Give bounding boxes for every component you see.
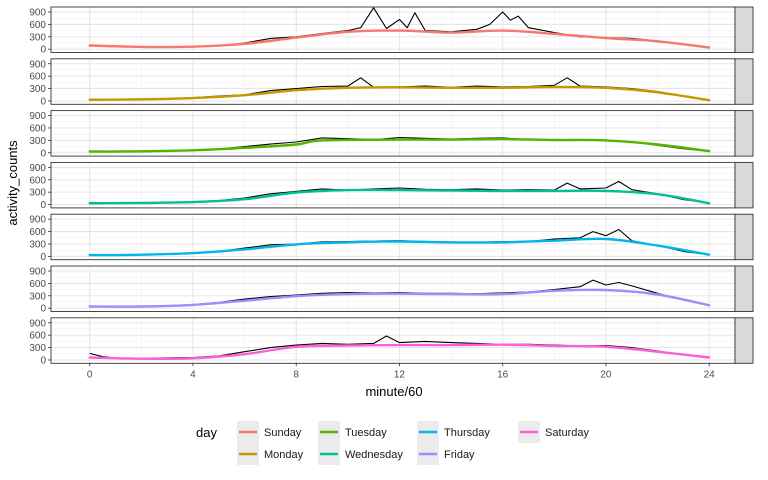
facet-strip (734, 6, 754, 53)
facet-panel-saturday: 0300600900Saturday (29, 317, 754, 366)
panel-background (51, 214, 735, 260)
y-tick-label: 900 (29, 111, 46, 122)
y-tick-label: 300 (29, 32, 46, 43)
panel-background (51, 162, 735, 208)
smooth-line-thursday (88, 237, 711, 257)
smooth-line-wednesday (88, 188, 711, 205)
facet-strip (734, 265, 754, 312)
facet-strip (734, 317, 754, 364)
facet-strip (734, 58, 754, 105)
facet-panel-monday: 0300600900Monday (29, 58, 754, 107)
facet-panel-thursday: 0300600900Thursday (29, 213, 754, 263)
legend-item-wednesday: Wednesday (318, 443, 403, 465)
legend-item-friday: Friday (417, 443, 475, 465)
y-tick-label: 300 (29, 136, 46, 147)
y-tick-label: 0 (40, 252, 46, 263)
legend-label: Saturday (545, 427, 590, 439)
y-tick-label: 600 (29, 123, 46, 134)
y-tick-label: 0 (40, 96, 46, 107)
legend-item-saturday: Saturday (518, 421, 590, 443)
legend-item-sunday: Sunday (237, 421, 302, 443)
legend-label: Wednesday (345, 449, 403, 461)
y-tick-label: 300 (29, 188, 46, 199)
smooth-line-tuesday (88, 137, 711, 153)
legend-title: day (196, 425, 217, 440)
legend-label: Friday (444, 449, 475, 461)
x-tick-label: 0 (87, 369, 93, 380)
panel-background (51, 58, 735, 105)
y-tick-label: 300 (29, 343, 46, 354)
x-tick-label: 12 (394, 369, 406, 380)
y-tick-label: 600 (29, 72, 46, 83)
y-tick-label: 600 (29, 20, 46, 31)
facet-panels: 0300600900Sunday0300600900Monday03006009… (29, 6, 754, 366)
smooth-line-sunday (88, 29, 711, 49)
facet-panel-friday: 0300600900Friday (29, 265, 754, 315)
legend-item-monday: Monday (237, 443, 304, 465)
y-tick-label: 900 (29, 59, 46, 70)
x-tick-label: 24 (704, 369, 716, 380)
y-tick-label: 600 (29, 331, 46, 342)
y-tick-label: 0 (40, 355, 46, 366)
facet-panel-wednesday: 0300600900Wednesday (29, 161, 754, 211)
y-tick-label: 300 (29, 84, 46, 95)
panel-background (51, 266, 735, 312)
legend-label: Sunday (264, 427, 302, 439)
facet-panel-sunday: 0300600900Sunday (29, 6, 754, 56)
x-tick-label: 20 (600, 369, 612, 380)
y-tick-label: 300 (29, 291, 46, 302)
smooth-line-friday (88, 288, 711, 308)
y-tick-label: 900 (29, 7, 46, 18)
panel-background (51, 317, 735, 364)
y-tick-label: 900 (29, 266, 46, 277)
y-tick-label: 900 (29, 163, 46, 174)
y-tick-label: 600 (29, 227, 46, 238)
facet-strip (734, 161, 754, 209)
facet-strip (734, 110, 754, 157)
y-axis-label: activity_counts (5, 140, 20, 226)
y-tick-label: 900 (29, 215, 46, 226)
x-tick-label: 8 (293, 369, 299, 380)
legend-item-thursday: Thursday (417, 421, 490, 443)
x-axis-label: minute/60 (365, 384, 422, 399)
y-tick-label: 0 (40, 148, 46, 159)
x-tick-label: 16 (497, 369, 509, 380)
smooth-line-saturday (88, 343, 711, 361)
facet-strip (734, 213, 754, 261)
y-tick-label: 600 (29, 279, 46, 290)
y-tick-label: 600 (29, 175, 46, 186)
y-tick-label: 300 (29, 239, 46, 250)
legend-label: Monday (264, 449, 304, 461)
y-tick-label: 0 (40, 200, 46, 211)
panel-background (51, 110, 735, 157)
legend-item-tuesday: Tuesday (318, 421, 387, 443)
legend-label: Tuesday (345, 427, 387, 439)
x-tick-label: 4 (190, 369, 196, 380)
y-tick-label: 0 (40, 45, 46, 56)
y-tick-label: 900 (29, 318, 46, 329)
facet-panel-tuesday: 0300600900Tuesday (29, 110, 754, 159)
legend: day Sunday Monday Tuesday Wednesday Thursday… (196, 421, 590, 465)
smooth-line-monday (88, 85, 711, 102)
legend-label: Thursday (444, 427, 490, 439)
legend-items: Sunday Monday Tuesday Wednesday Thursday Frid… (237, 421, 590, 465)
x-axis: 0 4 8 12 16 20 24 (87, 363, 715, 380)
y-tick-label: 0 (40, 304, 46, 315)
